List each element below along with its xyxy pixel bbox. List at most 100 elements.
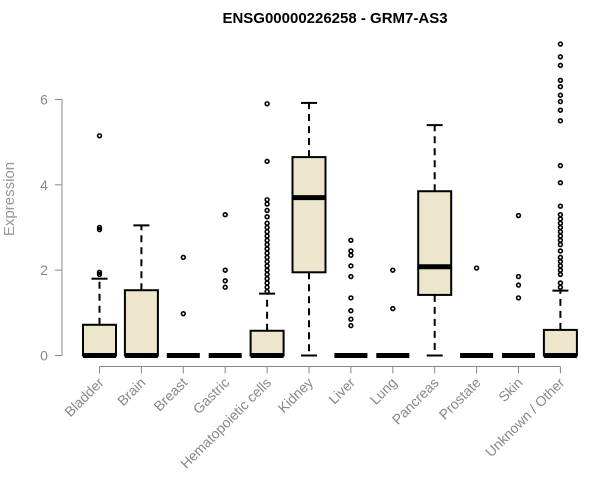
outlier-point bbox=[557, 263, 564, 269]
chart-title: ENSG00000226258 - GRM7-AS3 bbox=[222, 10, 447, 27]
y-tick-label: 0 bbox=[40, 348, 48, 364]
outlier-point bbox=[348, 252, 354, 258]
outlier-point bbox=[557, 271, 564, 278]
outlier-point bbox=[557, 233, 564, 239]
outlier-point bbox=[557, 203, 564, 209]
x-tick-label: Liver bbox=[325, 374, 358, 407]
outlier-point bbox=[557, 98, 564, 105]
outlier-point bbox=[264, 224, 270, 231]
outlier-point bbox=[557, 237, 564, 244]
outlier-point bbox=[264, 250, 270, 256]
box bbox=[542, 328, 578, 357]
box-group bbox=[82, 133, 117, 358]
outlier-point bbox=[96, 224, 103, 231]
y-tick-label: 4 bbox=[40, 177, 48, 193]
outlier-point bbox=[222, 267, 228, 273]
outlier-point bbox=[222, 278, 228, 284]
outlier-point bbox=[264, 207, 270, 214]
outlier-point bbox=[557, 92, 564, 98]
outlier-point bbox=[264, 214, 270, 220]
box-group bbox=[166, 254, 200, 358]
outlier-point bbox=[557, 254, 564, 261]
box-group bbox=[334, 237, 368, 358]
outlier-point bbox=[557, 162, 564, 169]
x-tick-label: Breast bbox=[150, 374, 190, 414]
box bbox=[123, 289, 159, 357]
outlier-point bbox=[557, 280, 564, 286]
outlier-point bbox=[473, 265, 480, 271]
box-group bbox=[542, 41, 578, 358]
outlier-point bbox=[557, 241, 564, 248]
box bbox=[291, 156, 327, 274]
outlier-point bbox=[264, 267, 270, 273]
outlier-point bbox=[264, 258, 270, 265]
outlier-point bbox=[264, 246, 270, 252]
outlier-point bbox=[557, 54, 564, 60]
y-tick-label: 2 bbox=[40, 262, 48, 278]
outlier-point bbox=[390, 305, 396, 312]
box bbox=[417, 190, 453, 296]
outlier-point bbox=[348, 316, 354, 322]
x-tick-label: Skin bbox=[495, 374, 526, 405]
outlier-point bbox=[557, 180, 564, 186]
box-group bbox=[208, 212, 242, 358]
outlier-point bbox=[264, 237, 270, 244]
outlier-point bbox=[264, 220, 270, 226]
x-tick-label: Unknown / Other bbox=[482, 374, 568, 460]
box-group bbox=[249, 101, 285, 358]
outlier-point bbox=[348, 295, 354, 301]
outlier-point bbox=[264, 254, 270, 261]
outlier-point bbox=[557, 107, 564, 113]
outlier-point bbox=[348, 322, 354, 329]
outlier-point bbox=[515, 282, 522, 288]
box-group bbox=[376, 267, 410, 358]
outlier-point bbox=[264, 284, 270, 290]
outlier-point bbox=[222, 212, 228, 218]
x-tick-label: Lung bbox=[367, 374, 400, 407]
outlier-point bbox=[557, 248, 564, 254]
outlier-point bbox=[390, 267, 396, 273]
outlier-point bbox=[264, 271, 270, 278]
outlier-point bbox=[557, 41, 564, 47]
x-tick-label: Pancreas bbox=[389, 374, 442, 427]
outlier-point bbox=[96, 226, 103, 233]
y-axis-label: Expression bbox=[1, 162, 18, 236]
outlier-point bbox=[96, 269, 103, 275]
outlier-point bbox=[557, 284, 564, 290]
outlier-point bbox=[348, 237, 354, 244]
outlier-point bbox=[264, 276, 270, 282]
outlier-point bbox=[515, 212, 522, 219]
outlier-point bbox=[222, 284, 228, 290]
outlier-point bbox=[96, 133, 103, 139]
box-group bbox=[460, 265, 494, 358]
x-tick-label: Prostate bbox=[436, 374, 484, 422]
outlier-point bbox=[264, 201, 270, 207]
box bbox=[249, 329, 285, 357]
outlier-point bbox=[557, 118, 564, 124]
outlier-point bbox=[557, 258, 564, 265]
outlier-point bbox=[557, 77, 564, 84]
outlier-point bbox=[264, 197, 270, 203]
outlier-point bbox=[348, 248, 354, 254]
outlier-point bbox=[557, 224, 564, 231]
outlier-point bbox=[348, 263, 354, 269]
outlier-point bbox=[348, 273, 354, 280]
outlier-point bbox=[557, 83, 564, 90]
outlier-point bbox=[264, 101, 270, 107]
outlier-point bbox=[264, 233, 270, 239]
outlier-point bbox=[557, 229, 564, 235]
outlier-point bbox=[557, 220, 564, 226]
box-group bbox=[417, 124, 453, 357]
outlier-point bbox=[264, 158, 270, 165]
outlier-point bbox=[180, 310, 187, 317]
outlier-point bbox=[557, 212, 564, 218]
x-tick-label: Brain bbox=[114, 374, 148, 408]
outlier-point bbox=[515, 273, 522, 280]
boxes bbox=[82, 41, 578, 358]
box bbox=[82, 323, 117, 357]
x-tick-label: Kidney bbox=[275, 374, 317, 416]
outlier-point bbox=[348, 308, 354, 314]
x-tick-label: Bladder bbox=[61, 374, 107, 420]
box-group bbox=[123, 224, 159, 358]
